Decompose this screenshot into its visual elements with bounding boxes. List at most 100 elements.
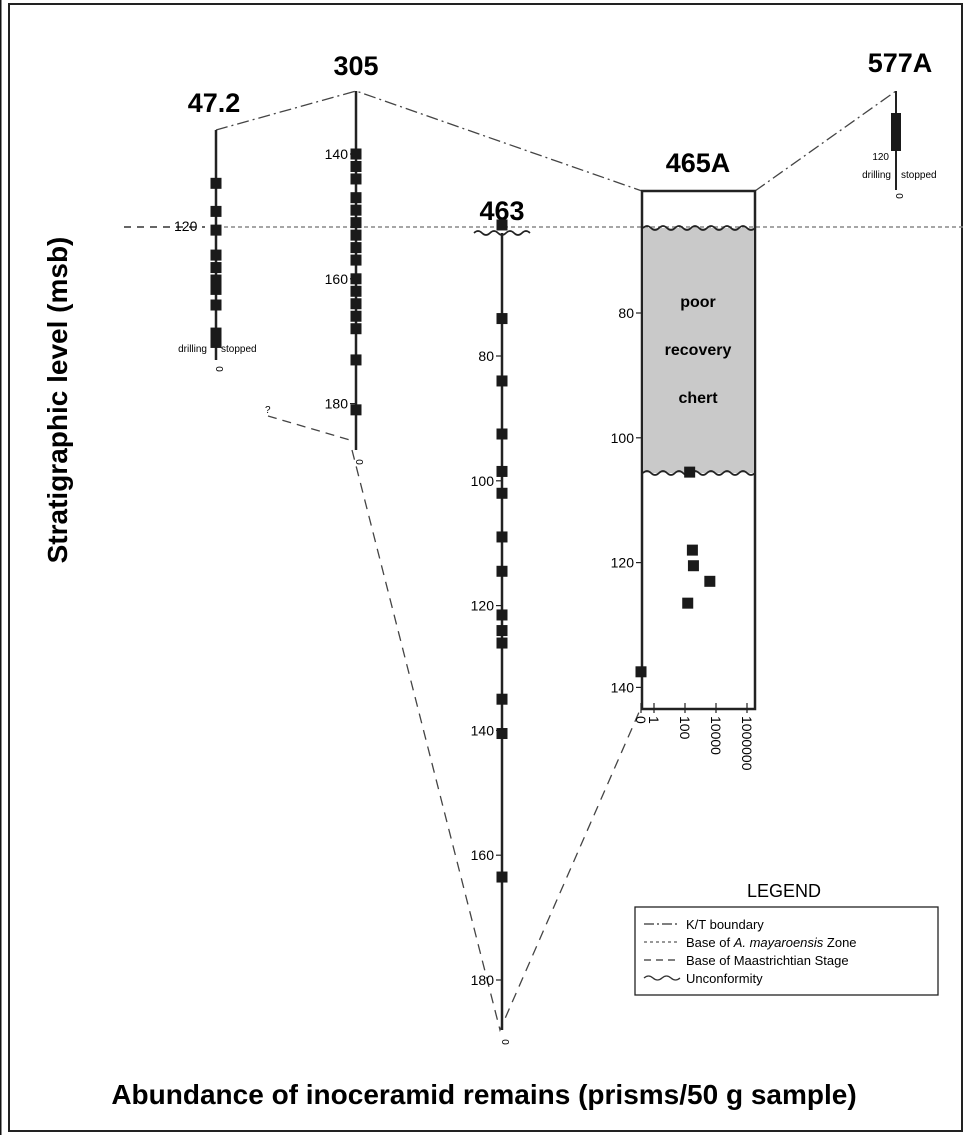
question-mark-label: ? — [265, 405, 271, 416]
data-point — [350, 273, 362, 285]
data-point — [496, 625, 508, 637]
site-47-2-note-right: stopped — [221, 344, 257, 355]
legend-item-mayaroensis: Base of A. mayaroensis Zone — [686, 935, 857, 950]
depth-tick-label: 120 — [471, 598, 495, 614]
y-axis-title: Stratigraphic level (msb) — [42, 237, 73, 564]
data-point — [350, 192, 362, 204]
data-point — [210, 249, 222, 261]
data-point — [496, 637, 508, 649]
depth-tick-label: 80 — [618, 305, 634, 321]
data-point — [496, 531, 508, 543]
zone-label-recovery: recovery — [665, 342, 732, 359]
abundance-tick-label: 0 — [633, 716, 649, 724]
reference-line-label: 120 — [174, 218, 198, 234]
data-point — [350, 285, 362, 297]
data-point — [496, 465, 508, 477]
data-point — [350, 298, 362, 310]
depth-tick-label: 160 — [471, 847, 495, 863]
data-point — [350, 229, 362, 241]
depth-tick-label: 120 — [611, 555, 635, 571]
site-title-577a: 577A — [868, 48, 933, 78]
site-577a-note-left: drilling — [862, 170, 891, 181]
data-point — [682, 597, 694, 609]
data-point — [210, 299, 222, 311]
data-point — [684, 466, 696, 478]
data-point — [496, 487, 508, 499]
data-point — [496, 565, 508, 577]
site-463-zero-label: 0 — [499, 1039, 510, 1045]
data-point — [210, 262, 222, 274]
data-point — [496, 375, 508, 387]
depth-tick-label: 100 — [471, 473, 495, 489]
data-point — [496, 609, 508, 621]
depth-tick-label: 100 — [611, 430, 635, 446]
zone-label-poor: poor — [680, 294, 716, 311]
depth-tick-label: 180 — [325, 396, 349, 412]
poor-recovery-zone — [644, 228, 753, 473]
site-title-465a: 465A — [666, 148, 731, 178]
site-577a-tick-120: 120 — [872, 152, 889, 163]
zone-label-chert: chert — [678, 390, 718, 407]
depth-tick-label: 140 — [611, 679, 635, 695]
depth-tick-label: 80 — [478, 348, 494, 364]
site-577a-zero-label: 0 — [893, 193, 904, 199]
site-title-47-2: 47.2 — [188, 88, 241, 118]
depth-tick-label: 180 — [471, 972, 495, 988]
legend-item-unconformity: Unconformity — [686, 971, 763, 986]
data-point — [350, 404, 362, 416]
data-point — [350, 148, 362, 160]
abundance-tick-label: 10000 — [708, 716, 724, 755]
data-point — [350, 204, 362, 216]
data-point — [496, 219, 508, 231]
data-point — [704, 575, 716, 587]
maastrichtian-base-stub — [267, 415, 351, 441]
abundance-tick-label: 1000000 — [739, 716, 755, 771]
data-point — [210, 274, 222, 286]
site-465a-unconformity-top — [642, 225, 756, 231]
data-point — [350, 310, 362, 322]
data-point — [210, 336, 222, 348]
depth-tick-label: 160 — [325, 271, 349, 287]
x-axis-title: Abundance of inoceramid remains (prisms/… — [111, 1079, 856, 1110]
data-point — [496, 871, 508, 883]
data-point — [350, 173, 362, 185]
data-point — [210, 327, 222, 339]
legend-item-kt: K/T boundary — [686, 917, 764, 932]
abundance-tick-label: 100 — [677, 716, 693, 740]
data-point — [496, 428, 508, 440]
site-305-zero-label: 0 — [353, 459, 364, 465]
data-point — [635, 666, 647, 678]
site-title-305: 305 — [333, 51, 378, 81]
site-465a-box — [640, 189, 757, 711]
legend-swatch-unconformity — [643, 975, 681, 981]
depth-tick-label: 140 — [471, 722, 495, 738]
figure-frame — [8, 3, 963, 1132]
site-47-2-note-left: drilling — [178, 344, 207, 355]
data-point — [496, 313, 508, 325]
legend-title: LEGEND — [747, 881, 821, 901]
data-point — [210, 205, 222, 217]
data-point — [350, 323, 362, 335]
data-point — [210, 224, 222, 236]
maastrichtian-base-line — [351, 449, 641, 1032]
data-point — [350, 242, 362, 254]
abundance-tick-label: 1 — [646, 716, 662, 724]
site-577a-note-right: stopped — [901, 170, 937, 181]
legend: K/T boundary Base of A. mayaroensis Zone… — [634, 906, 939, 996]
legend-box — [634, 906, 939, 996]
data-point — [210, 177, 222, 189]
data-point — [686, 544, 698, 556]
data-point — [687, 560, 699, 572]
legend-item-maastrichtian: Base of Maastrichtian Stage — [686, 953, 849, 968]
data-point — [350, 354, 362, 366]
data-point — [496, 693, 508, 705]
data-point — [350, 254, 362, 266]
site-465a-unconformity-bottom — [642, 470, 756, 476]
data-point — [350, 160, 362, 172]
data-point — [496, 728, 508, 740]
data-point — [350, 217, 362, 229]
site-47-2-zero-label: 0 — [213, 366, 224, 372]
kt-boundary-line-b — [754, 90, 897, 192]
